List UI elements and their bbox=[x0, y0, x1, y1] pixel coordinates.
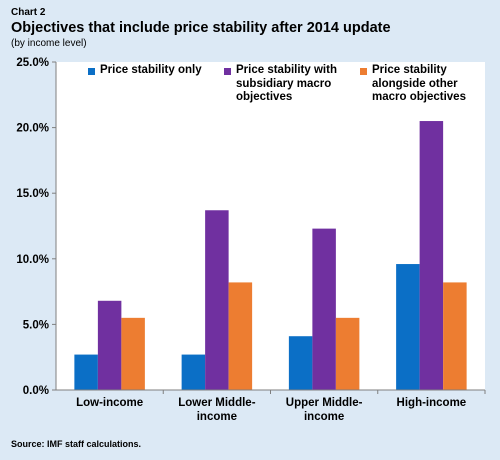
y-tick-label: 20.0% bbox=[16, 123, 49, 135]
x-tick-label: High-income bbox=[396, 397, 467, 409]
chart-subtitle: (by income level) bbox=[11, 38, 87, 49]
y-tick-label: 25.0% bbox=[16, 57, 49, 69]
x-tick-label: Low-income bbox=[76, 397, 144, 409]
bar bbox=[419, 121, 444, 390]
source-note: Source: IMF staff calculations. bbox=[11, 439, 142, 449]
x-tick-label: Upper Middle-income bbox=[285, 397, 363, 423]
bar bbox=[97, 300, 122, 390]
bar bbox=[228, 282, 253, 390]
bar bbox=[335, 317, 360, 390]
bar bbox=[181, 354, 206, 390]
bar bbox=[74, 354, 98, 390]
bar bbox=[312, 228, 336, 390]
chart-number: Chart 2 bbox=[11, 7, 46, 18]
bar bbox=[443, 282, 467, 390]
bar bbox=[288, 336, 313, 390]
bar bbox=[205, 210, 229, 390]
y-tick-label: 0.0% bbox=[23, 385, 49, 397]
y-tick-label: 15.0% bbox=[16, 188, 49, 200]
bar bbox=[121, 317, 145, 390]
y-tick-label: 10.0% bbox=[16, 254, 49, 266]
chart-title: Objectives that include price stability … bbox=[11, 20, 391, 36]
bar bbox=[396, 264, 420, 390]
y-tick-label: 5.0% bbox=[23, 319, 49, 331]
x-tick-label: Lower Middle-income bbox=[178, 397, 256, 423]
